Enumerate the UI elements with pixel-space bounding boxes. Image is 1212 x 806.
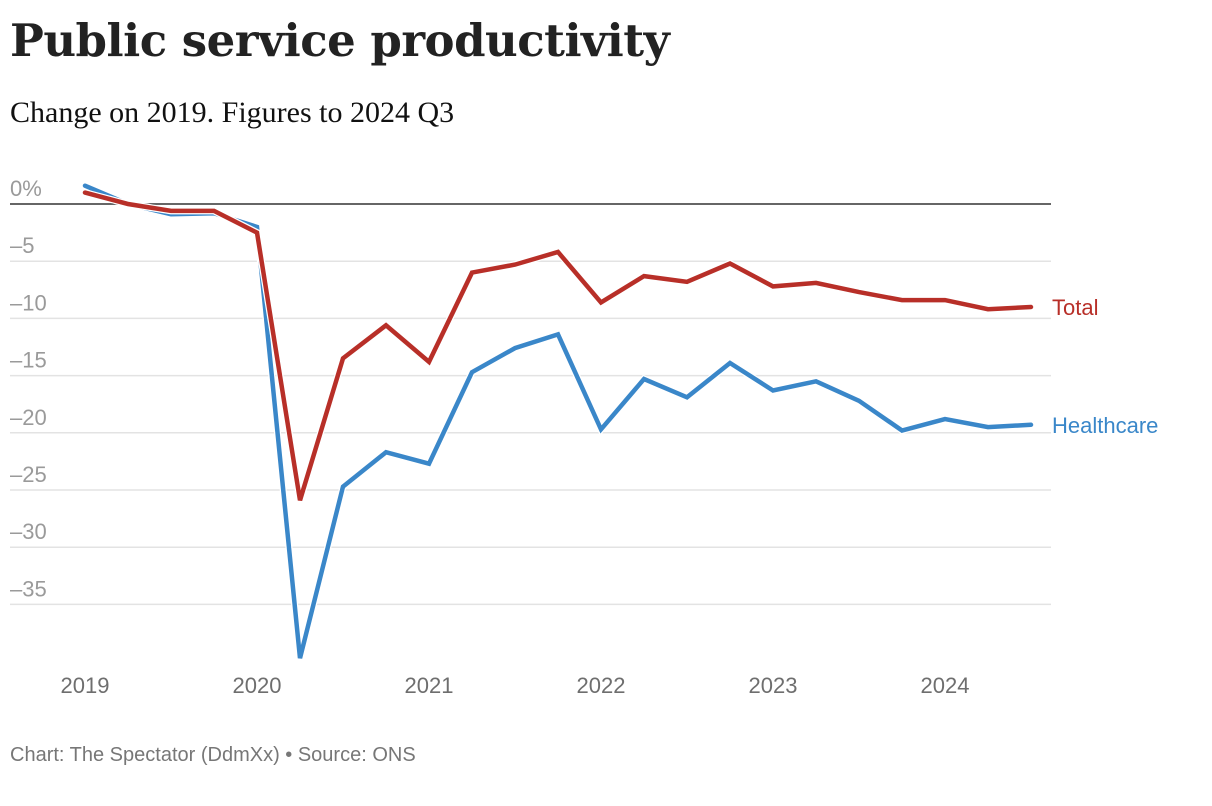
chart-subtitle: Change on 2019. Figures to 2024 Q3 (10, 96, 455, 129)
y-tick-label: –10 (10, 290, 47, 315)
x-tick-label: 2020 (233, 673, 282, 698)
y-tick-label: –20 (10, 405, 47, 430)
series-halo-total (81, 189, 1035, 502)
series-label-healthcare: Healthcare (1052, 413, 1158, 438)
y-tick-label: –30 (10, 519, 47, 544)
x-tick-label: 2021 (405, 673, 454, 698)
chart-title: Public service productivity (10, 14, 670, 67)
x-tick-label: 2019 (61, 673, 110, 698)
chart-credit: Chart: The Spectator (DdmXx) • Source: O… (10, 744, 416, 766)
y-tick-label: –35 (10, 576, 47, 601)
y-axis-ticks: 0% –5 –10 –15 –20 –25 –30 –35 (10, 176, 47, 601)
series-labels: Healthcare Total (1052, 295, 1158, 438)
series-lines (81, 182, 1035, 660)
x-tick-label: 2023 (749, 673, 798, 698)
y-tick-label: –15 (10, 348, 47, 373)
gridlines (10, 260, 1051, 606)
x-tick-label: 2024 (921, 673, 970, 698)
y-tick-label: –5 (10, 233, 34, 258)
y-tick-label: 0% (10, 176, 42, 201)
y-tick-label: –25 (10, 462, 47, 487)
series-label-total: Total (1052, 295, 1098, 320)
series-line-total (82, 190, 1034, 501)
x-tick-label: 2022 (577, 673, 626, 698)
x-axis-ticks: 2019 2020 2021 2022 2023 2024 (61, 673, 970, 698)
